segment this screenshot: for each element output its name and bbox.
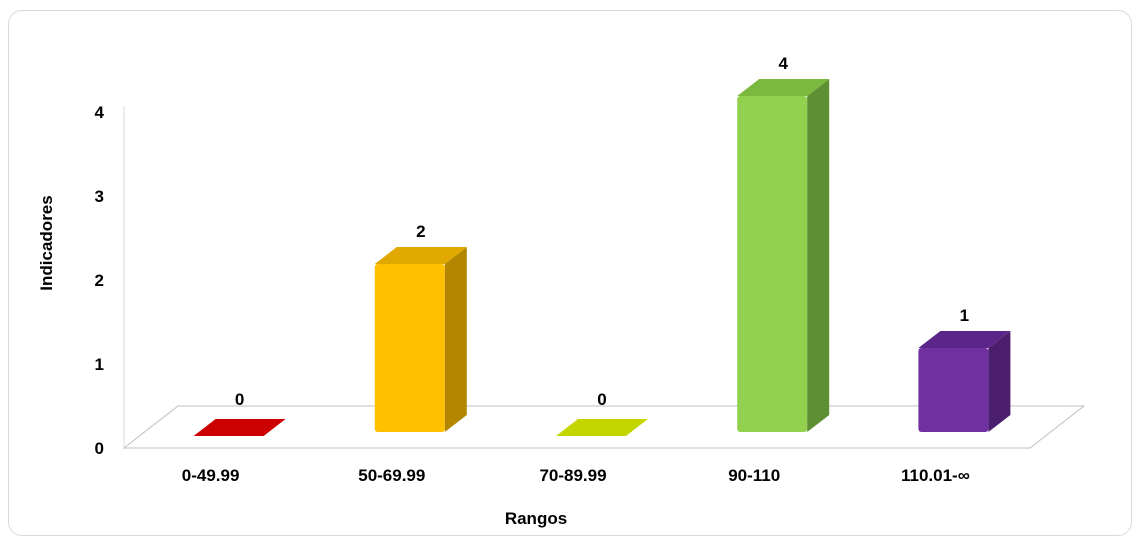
bar-front [918,348,989,432]
bar [193,419,286,436]
data-label: 0 [597,390,606,409]
x-tick-label: 110.01-∞ [901,466,970,485]
bar [556,419,648,436]
x-tick-label: 90-110 [728,466,780,485]
chart-labels: 0123400-49.99250-69.99070-89.99490-11011… [95,54,970,485]
chart-bars [193,79,1011,436]
bar-side [988,331,1011,432]
bar-top [918,331,1011,348]
x-axis-title: Rangos [505,509,567,528]
bar-flat [556,419,648,436]
y-tick-label: 3 [95,187,104,206]
data-label: 4 [778,54,788,73]
bar [918,331,1011,432]
bar-side [807,79,830,432]
bar-top [737,79,830,96]
data-label: 0 [235,390,244,409]
bar-side [444,247,467,432]
data-label: 1 [960,306,969,325]
y-axis-title: Indicadores [37,195,56,290]
y-tick-label: 2 [95,271,104,290]
bar [374,247,467,432]
bar-flat [193,419,286,436]
x-tick-label: 70-89.99 [539,466,606,485]
x-tick-label: 50-69.99 [358,466,425,485]
y-tick-label: 1 [95,355,104,374]
y-tick-label: 0 [95,439,104,458]
bar-top [374,247,467,264]
bar-front [374,264,445,432]
y-tick-label: 4 [95,103,105,122]
bar-front [737,96,808,432]
x-tick-label: 0-49.99 [182,466,240,485]
data-label: 2 [416,222,425,241]
bar [737,79,830,432]
